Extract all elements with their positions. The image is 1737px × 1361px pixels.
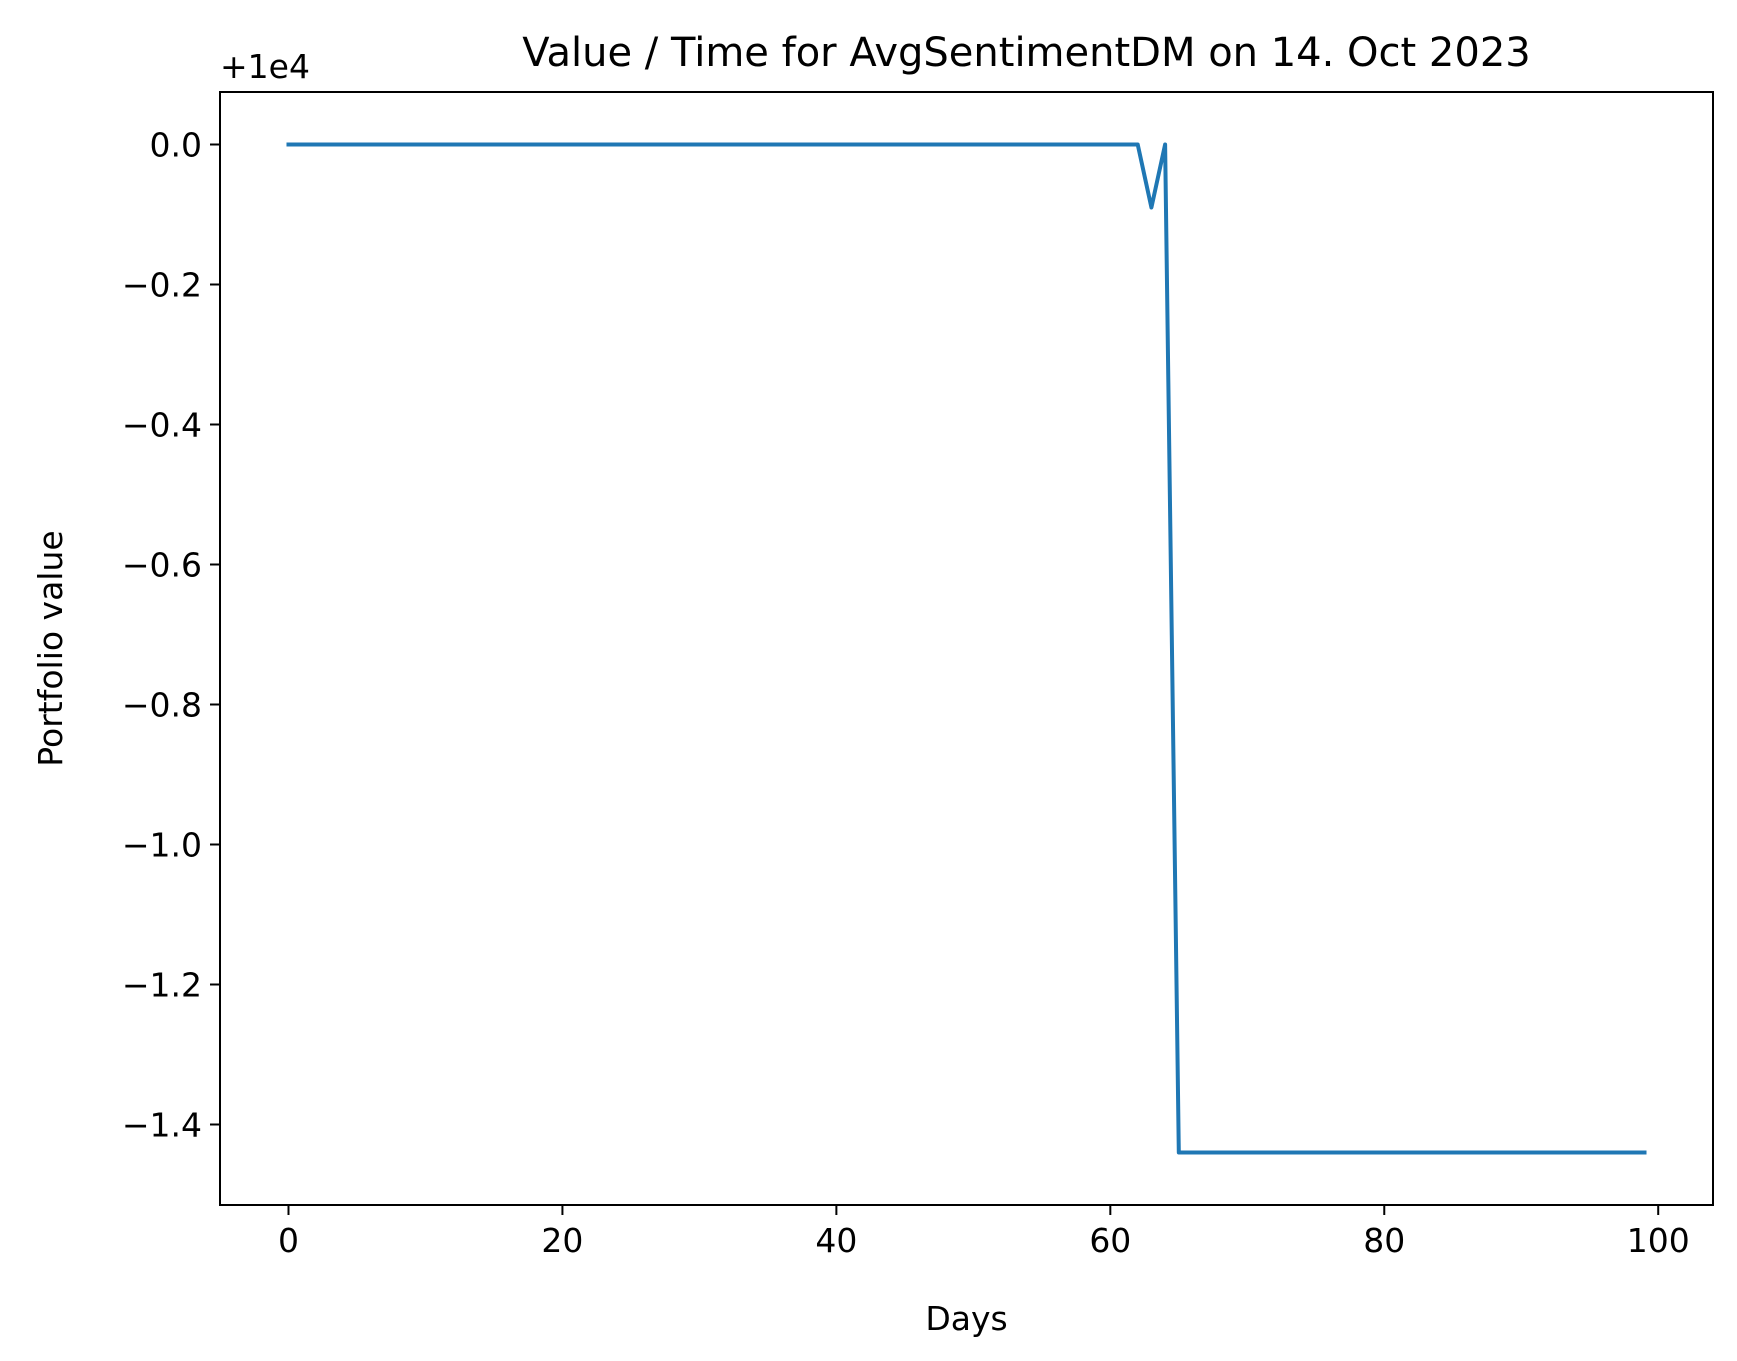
- x-tick-label: 80: [1363, 1221, 1405, 1260]
- x-tick-label: 40: [815, 1221, 857, 1260]
- y-tick-label: −0.6: [122, 546, 202, 585]
- y-axis: 0.0 −0.2 −0.4 −0.6 −0.8 −1.0 −1.2 −1.4: [122, 126, 220, 1145]
- y-tick-label: −1.2: [122, 966, 202, 1005]
- y-offset-label: +1e4: [220, 47, 310, 86]
- x-tick-label: 0: [278, 1221, 299, 1260]
- x-tick-label: 20: [541, 1221, 583, 1260]
- series-line-0: [286, 142, 1647, 1155]
- y-tick-label: −1.4: [122, 1106, 202, 1145]
- series-layer: [286, 142, 1647, 1155]
- y-tick-label: 0.0: [150, 126, 202, 165]
- y-tick-label: −0.4: [122, 406, 202, 445]
- plot-frame: [219, 91, 1714, 1206]
- chart-title: Value / Time for AvgSentimentDM on 14. O…: [522, 30, 1530, 76]
- y-tick-label: −0.8: [122, 686, 202, 725]
- y-axis-title: Portfolio value: [31, 530, 70, 766]
- x-tick-label: 60: [1089, 1221, 1131, 1260]
- x-tick-label: 100: [1627, 1221, 1690, 1260]
- y-tick-label: −0.2: [122, 266, 202, 305]
- x-axis: 0 20 40 60 80 100: [278, 1205, 1690, 1260]
- x-axis-title: Days: [925, 1299, 1007, 1338]
- y-tick-label: −1.0: [122, 826, 202, 865]
